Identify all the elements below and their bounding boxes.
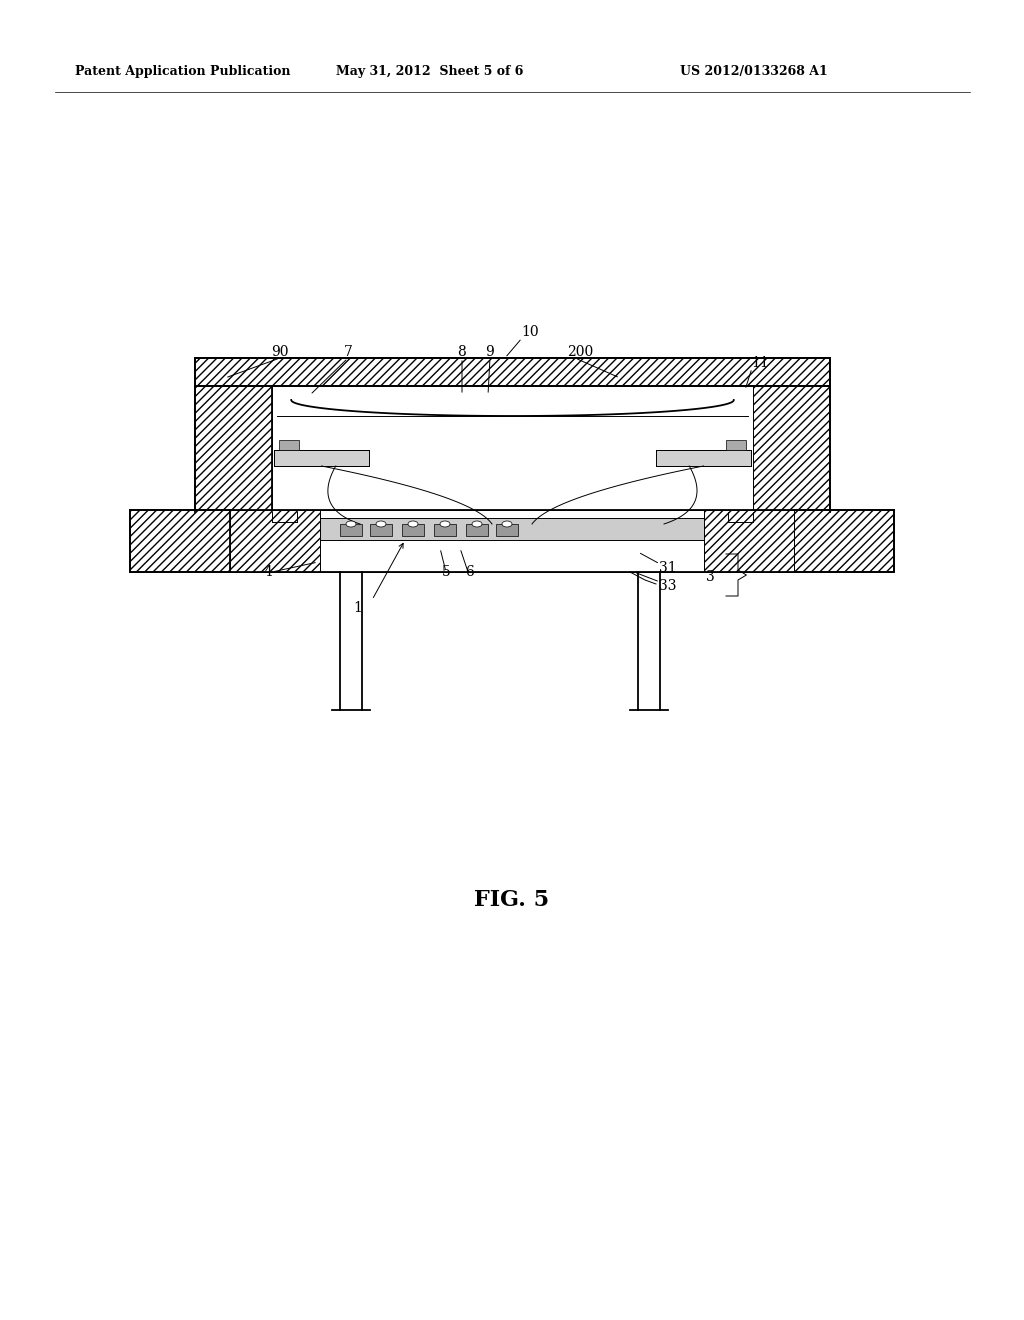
- Bar: [370, 524, 392, 536]
- Bar: [794, 510, 894, 572]
- Text: 7: 7: [344, 345, 352, 359]
- Bar: [466, 524, 488, 536]
- Bar: [319, 517, 705, 540]
- Bar: [753, 385, 830, 512]
- Ellipse shape: [502, 521, 512, 527]
- Bar: [274, 450, 369, 466]
- Bar: [319, 510, 705, 572]
- Bar: [434, 524, 456, 536]
- Text: 1: 1: [353, 601, 362, 615]
- Text: 3: 3: [706, 570, 715, 583]
- Ellipse shape: [346, 521, 356, 527]
- Bar: [195, 358, 830, 385]
- Ellipse shape: [408, 521, 418, 527]
- Text: 33: 33: [659, 579, 677, 593]
- Ellipse shape: [376, 521, 386, 527]
- Text: 4: 4: [263, 565, 272, 579]
- Text: May 31, 2012  Sheet 5 of 6: May 31, 2012 Sheet 5 of 6: [336, 66, 523, 78]
- Ellipse shape: [440, 521, 450, 527]
- Ellipse shape: [472, 521, 482, 527]
- Text: 5: 5: [441, 565, 451, 579]
- Text: Patent Application Publication: Patent Application Publication: [75, 66, 291, 78]
- Text: US 2012/0133268 A1: US 2012/0133268 A1: [680, 66, 827, 78]
- Text: 200: 200: [567, 345, 593, 359]
- Text: 11: 11: [752, 356, 769, 370]
- Bar: [230, 510, 319, 572]
- Text: 8: 8: [458, 345, 466, 359]
- Bar: [195, 385, 272, 512]
- Bar: [130, 510, 230, 572]
- Text: 6: 6: [466, 565, 474, 579]
- Bar: [726, 440, 746, 450]
- Bar: [272, 385, 753, 512]
- Text: 90: 90: [271, 345, 289, 359]
- Bar: [340, 524, 362, 536]
- Text: 10: 10: [521, 325, 539, 339]
- Bar: [656, 450, 751, 466]
- Bar: [279, 440, 299, 450]
- Text: 9: 9: [485, 345, 495, 359]
- Bar: [402, 524, 424, 536]
- Text: 31: 31: [659, 561, 677, 576]
- Bar: [496, 524, 518, 536]
- Bar: [705, 510, 794, 572]
- Text: FIG. 5: FIG. 5: [474, 888, 550, 911]
